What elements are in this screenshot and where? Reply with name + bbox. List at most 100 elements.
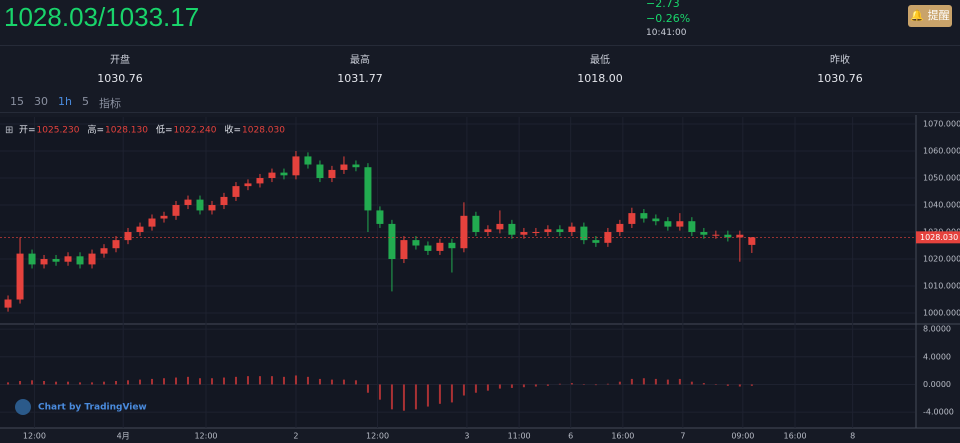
candle-body: [292, 156, 300, 176]
candle-body: [256, 178, 264, 184]
histogram-bar: [174, 377, 177, 385]
x-tick-label: 3: [464, 432, 469, 441]
candle-body: [748, 237, 756, 245]
candle-body: [436, 242, 444, 251]
interval[interactable]: 30: [34, 95, 48, 108]
stat-label: 最高: [350, 55, 370, 66]
histogram-bar: [127, 380, 130, 385]
y-tick-label: 1050.000: [923, 174, 960, 183]
candle-body: [4, 299, 12, 308]
legend-name: 高=: [88, 124, 105, 136]
candle-body: [700, 232, 708, 235]
candle-body: [304, 156, 312, 165]
histogram-bar: [222, 377, 225, 385]
chart: 12:00 4月 12:00 2 12:00 3 11:00 6 16:00 7 09:00 16:0…: [0, 115, 960, 441]
histogram-bar: [702, 383, 705, 385]
histogram-bar: [186, 376, 189, 385]
histogram-bar: [678, 378, 681, 385]
candle-body: [160, 215, 168, 219]
y-tick-label: -4.0000: [923, 408, 954, 417]
candle-body: [340, 164, 348, 170]
watermark-logo: [15, 399, 31, 415]
candle-body: [208, 205, 216, 211]
candle-body: [520, 232, 528, 235]
stat-label: 最低: [590, 55, 610, 66]
candle-body: [76, 256, 84, 265]
candle-body: [628, 213, 636, 224]
histogram-bar: [654, 378, 657, 385]
histogram-bar: [79, 382, 82, 385]
divider: [0, 112, 960, 113]
histogram-bar: [594, 384, 597, 386]
x-tick-label: 8: [850, 432, 855, 441]
candle-body: [400, 240, 408, 260]
candle-body: [64, 256, 72, 262]
candle-body: [736, 234, 744, 238]
y-tick-label: 1020.000: [923, 255, 960, 264]
candle-body: [136, 226, 144, 233]
x-tick-label: 16:00: [784, 432, 807, 441]
stat-value: 1018.00: [577, 72, 623, 85]
alert-button[interactable]: 🔔 提醒: [908, 5, 952, 27]
time: 10:41:00: [646, 28, 687, 38]
histogram-bar: [726, 384, 729, 386]
candle-body: [16, 253, 24, 300]
candle-body: [280, 172, 288, 176]
candle-body: [352, 164, 360, 168]
histogram-bar: [450, 384, 453, 403]
candle-body: [484, 229, 492, 233]
y-tick-label: 1060.000: [923, 147, 960, 156]
candle-body: [376, 210, 384, 224]
candle-body: [220, 196, 228, 206]
histogram-bar: [151, 378, 154, 385]
candle-body: [196, 199, 204, 211]
candle-body: [532, 232, 540, 234]
change-value: −2.73: [646, 0, 680, 10]
histogram-bar: [294, 375, 297, 385]
candle-body: [328, 169, 336, 179]
candle-body: [232, 186, 240, 197]
candle-body: [100, 248, 108, 254]
stat-label: 昨收: [830, 55, 850, 66]
interval[interactable]: 1h: [58, 95, 72, 108]
candle-body: [640, 213, 648, 219]
histogram-bar: [738, 384, 741, 387]
plot-background: [0, 117, 915, 428]
candle-body: [664, 221, 672, 227]
histogram-bar: [666, 379, 669, 385]
histogram-bar: [306, 376, 309, 385]
x-tick-label: 12:00: [23, 432, 46, 441]
stat: 最低 1018.00: [480, 52, 720, 88]
stat-label: 开盘: [110, 55, 130, 66]
histogram-bar: [462, 384, 465, 396]
histogram-bar: [618, 381, 621, 385]
candle-body: [412, 240, 420, 246]
histogram-bar: [498, 384, 501, 389]
legend-value: 1025.230: [37, 126, 80, 136]
histogram-bar: [402, 384, 405, 411]
histogram-bar: [258, 376, 261, 385]
divider: [0, 45, 960, 46]
candle-body: [652, 218, 660, 222]
indicators[interactable]: 指标: [98, 97, 121, 110]
legend-value: 1022.240: [174, 126, 217, 136]
candle-body: [184, 199, 192, 206]
histogram-bar: [67, 381, 70, 385]
histogram-bar: [91, 382, 94, 385]
histogram-bar: [139, 379, 142, 385]
histogram-bar: [330, 379, 333, 385]
legend-name: 开=: [19, 125, 36, 136]
y-tick-label: 1040.000: [923, 201, 960, 210]
interval[interactable]: 15: [10, 95, 24, 108]
histogram-bar: [570, 383, 573, 385]
candle-body: [712, 234, 720, 236]
y-tick-label: 1000.000: [923, 309, 960, 318]
candle-body: [28, 253, 36, 265]
toolbar: 15 30 1h 5 指标: [10, 95, 121, 111]
x-tick-label: 2: [293, 432, 298, 441]
candle-body: [544, 229, 552, 233]
interval[interactable]: 5: [81, 95, 89, 108]
candle-body: [580, 226, 588, 241]
histogram-bar: [366, 384, 369, 393]
candle-body: [148, 218, 156, 227]
